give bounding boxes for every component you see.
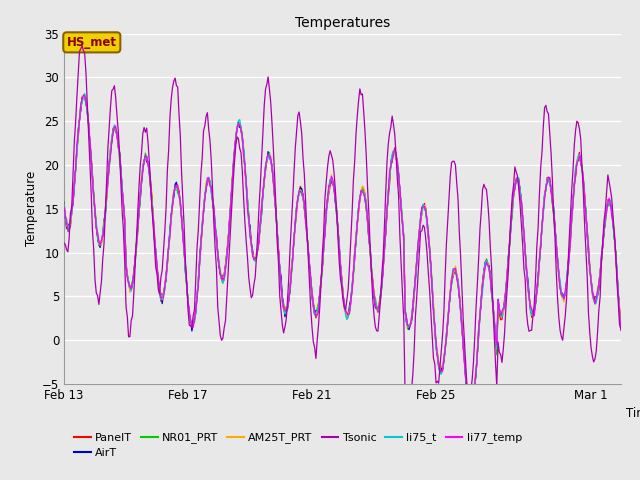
Legend: PanelT, AirT, NR01_PRT, AM25T_PRT, Tsonic, li75_t, li77_temp: PanelT, AirT, NR01_PRT, AM25T_PRT, Tsoni… bbox=[70, 428, 527, 463]
Title: Temperatures: Temperatures bbox=[295, 16, 390, 30]
Y-axis label: Temperature: Temperature bbox=[25, 171, 38, 246]
Text: Time: Time bbox=[627, 407, 640, 420]
Text: HS_met: HS_met bbox=[67, 36, 116, 49]
